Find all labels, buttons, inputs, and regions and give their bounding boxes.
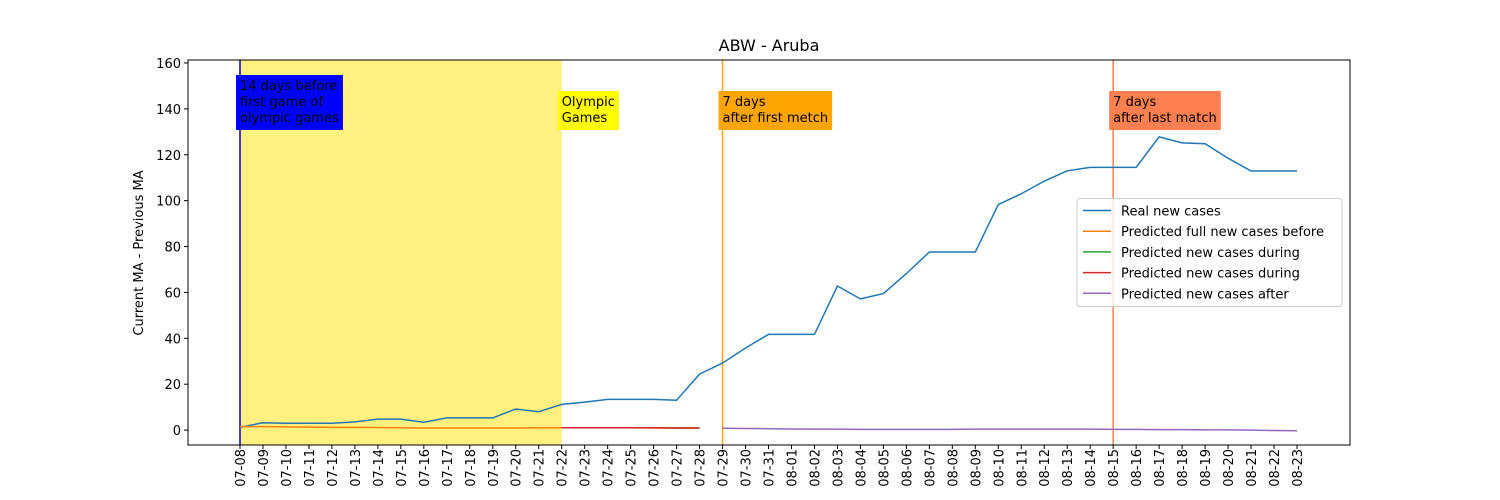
annotation-text: after first metch (723, 111, 829, 126)
x-tick-label: 07-25 (625, 449, 640, 487)
x-tick-label: 08-03 (831, 449, 846, 487)
y-tick-label: 100 (156, 195, 181, 210)
y-axis-label: Current MA - Previous MA (132, 170, 147, 335)
x-tick-label: 07-14 (372, 449, 387, 487)
x-tick-label: 08-14 (1084, 449, 1099, 487)
legend-box (1076, 198, 1343, 307)
chart-title: ABW - Aruba (719, 36, 820, 55)
annotation-text: Olympic (562, 95, 615, 110)
annotation-text: Games (562, 111, 608, 126)
y-tick-label: 20 (164, 378, 181, 393)
x-tick-label: 08-21 (1245, 449, 1260, 487)
annotation-text: first game of (240, 95, 324, 110)
annotation-text: 14 days before (240, 79, 337, 94)
x-tick-label: 08-16 (1130, 449, 1145, 487)
y-tick-label: 60 (164, 286, 181, 301)
x-tick-label: 07-22 (556, 449, 571, 487)
x-tick-label: 07-15 (395, 449, 410, 487)
x-tick-label: 08-15 (1107, 449, 1122, 487)
y-tick-label: 140 (156, 103, 181, 118)
x-tick-label: 08-11 (1015, 449, 1030, 487)
x-tick-label: 07-28 (694, 449, 709, 487)
x-tick-label: 08-05 (877, 449, 892, 487)
plot-frame (187, 59, 1351, 446)
x-tick-label: 08-06 (900, 449, 915, 487)
y-tick-label: 160 (156, 57, 181, 72)
legend-label: Predicted full new cases before (1121, 225, 1324, 240)
x-tick-label: 07-08 (234, 449, 249, 487)
x-tick-label: 07-30 (740, 449, 755, 487)
annotation-box (1109, 91, 1221, 130)
annotation-text: 7 days (1113, 95, 1156, 110)
annotation-text: after last match (1113, 111, 1217, 126)
legend-label: Predicted new cases during (1121, 246, 1300, 261)
annotation-box (557, 91, 619, 130)
x-tick-label: 08-19 (1199, 449, 1214, 487)
x-tick-label: 07-23 (579, 449, 594, 487)
x-tick-label: 07-21 (533, 449, 548, 487)
x-tick-label: 08-17 (1153, 449, 1168, 487)
x-tick-label: 08-22 (1268, 449, 1283, 487)
x-tick-label: 07-27 (671, 449, 686, 487)
x-tick-label: 08-23 (1291, 449, 1306, 487)
x-tick-label: 08-09 (969, 449, 984, 487)
x-tick-label: 08-20 (1222, 449, 1237, 487)
annotation-box (718, 91, 833, 130)
annotation-text: olympic games (240, 111, 339, 126)
x-tick-label: 08-04 (854, 449, 869, 487)
annotation-box (236, 75, 343, 130)
x-tick-label: 07-26 (648, 449, 663, 487)
x-tick-label: 08-02 (808, 449, 823, 487)
legend-label: Predicted new cases after (1121, 287, 1289, 302)
x-tick-label: 07-12 (326, 449, 341, 487)
legend-label: Predicted new cases during (1121, 267, 1300, 282)
y-tick-label: 120 (156, 149, 181, 164)
annotation-text: 7 days (723, 95, 766, 110)
x-tick-label: 07-29 (717, 449, 732, 487)
x-tick-label: 07-24 (602, 449, 617, 487)
series-line (722, 427, 1298, 432)
y-tick-label: 0 (173, 424, 181, 439)
x-tick-label: 07-31 (763, 449, 778, 487)
x-tick-label: 07-09 (257, 449, 272, 487)
x-tick-label: 07-18 (464, 449, 479, 487)
x-tick-label: 08-08 (946, 449, 961, 487)
x-tick-label: 07-19 (487, 449, 502, 487)
x-tick-label: 07-17 (441, 449, 456, 487)
x-tick-label: 08-07 (923, 449, 938, 487)
x-tick-label: 08-13 (1061, 449, 1076, 487)
y-tick-label: 80 (164, 241, 181, 256)
series-line (239, 136, 1297, 429)
legend-label: Real new cases (1121, 205, 1221, 220)
x-tick-label: 08-10 (992, 449, 1007, 487)
x-tick-label: 08-12 (1038, 449, 1053, 487)
x-tick-label: 08-01 (785, 449, 800, 487)
x-tick-label: 07-13 (349, 449, 364, 487)
y-tick-label: 40 (164, 332, 181, 347)
x-tick-label: 07-11 (303, 449, 318, 487)
x-tick-label: 07-10 (280, 449, 295, 487)
x-tick-label: 08-18 (1176, 449, 1191, 487)
x-tick-label: 07-16 (418, 449, 433, 487)
x-tick-label: 07-20 (510, 449, 525, 487)
